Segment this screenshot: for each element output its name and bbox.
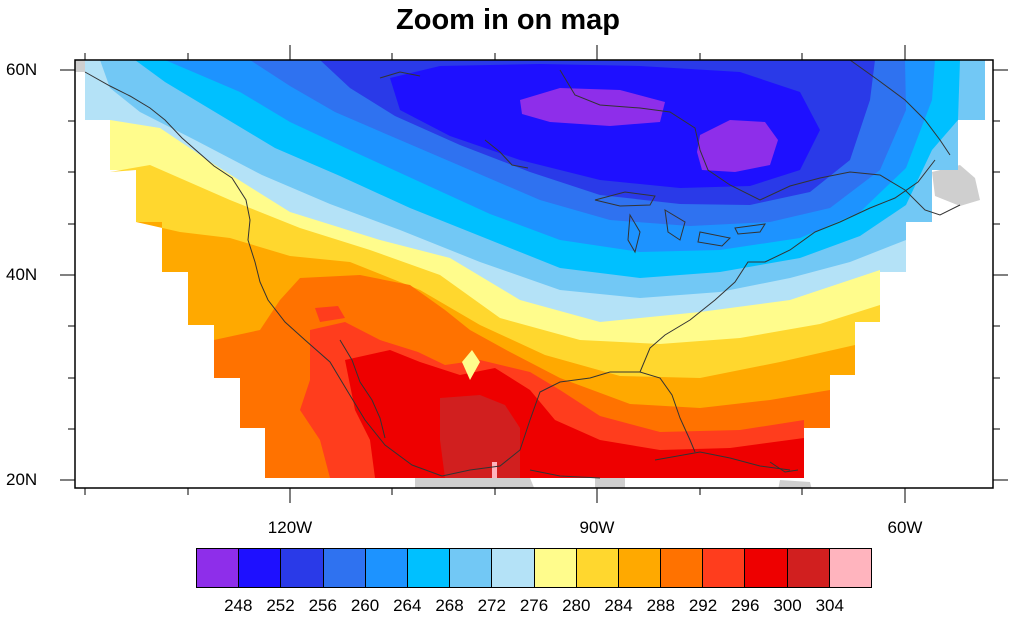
contour-band-296-small <box>315 306 345 322</box>
colorbar-label: 248 <box>224 596 253 615</box>
contour-field <box>85 60 985 478</box>
contour-band-280-inner <box>462 350 480 380</box>
colorbar-label: 252 <box>266 596 295 615</box>
lon-label-120w: 120W <box>267 518 313 537</box>
colorbar-label: 304 <box>815 596 844 615</box>
colorbar-segment <box>661 549 704 587</box>
lat-label-60n: 60N <box>6 60 38 79</box>
lat-label-40n: 40N <box>6 265 38 284</box>
colorbar-segment <box>745 549 788 587</box>
contour-band-248-b <box>697 120 778 172</box>
map-frame <box>74 59 994 489</box>
colorbar-label: 280 <box>562 596 591 615</box>
colorbar-label: 268 <box>435 596 464 615</box>
colorbar-label: 288 <box>646 596 675 615</box>
colorbar-label: 300 <box>773 596 802 615</box>
colorbar-label: 264 <box>393 596 422 615</box>
colorbar-segment <box>450 549 493 587</box>
colorbar-segment <box>281 549 324 587</box>
contour-band-304 <box>440 395 520 478</box>
colorbar-segment <box>618 549 662 587</box>
colorbar-labels: 248 252 256 260 264 268 272 276 280 284 288 292 296 3… <box>196 596 872 618</box>
colorbar-label: 256 <box>308 596 337 615</box>
colorbar-label: 296 <box>731 596 760 615</box>
colorbar-label: 284 <box>604 596 633 615</box>
coastlines <box>84 71 936 479</box>
colorbar-segment <box>492 549 535 587</box>
colorbar-segment <box>407 549 451 587</box>
caribbean <box>654 451 799 473</box>
colorbar-label: 260 <box>350 596 380 615</box>
colorbar-segment <box>534 549 577 587</box>
contour-band-248-a <box>520 88 665 126</box>
colorbar-segment <box>239 549 282 587</box>
colorbar-segment <box>365 549 408 587</box>
colorbar-segment <box>829 549 871 587</box>
lat-label-20n: 20N <box>6 470 38 489</box>
colorbar-label: 276 <box>519 596 549 615</box>
colorbar-segment <box>323 549 366 587</box>
colorbar-label: 292 <box>688 596 718 615</box>
colorbar-segment <box>703 549 746 587</box>
canada-coast <box>379 60 961 216</box>
lat-ticks-right <box>993 69 1008 481</box>
lon-ticks-top <box>84 45 906 60</box>
colorbar-segment <box>576 549 619 587</box>
lat-ticks-left <box>60 69 75 481</box>
colorbar <box>196 548 872 588</box>
contour-band-308 <box>492 462 497 478</box>
colorbar-label: 272 <box>477 596 506 615</box>
lon-label-90w: 90W <box>579 518 615 537</box>
lon-ticks-bottom <box>84 488 906 503</box>
colorbar-segment <box>787 549 830 587</box>
colorbar-segment <box>197 549 240 587</box>
lon-label-60w: 60W <box>887 518 923 537</box>
great-lakes <box>594 191 766 254</box>
map-title: Zoom in on map <box>396 4 620 36</box>
